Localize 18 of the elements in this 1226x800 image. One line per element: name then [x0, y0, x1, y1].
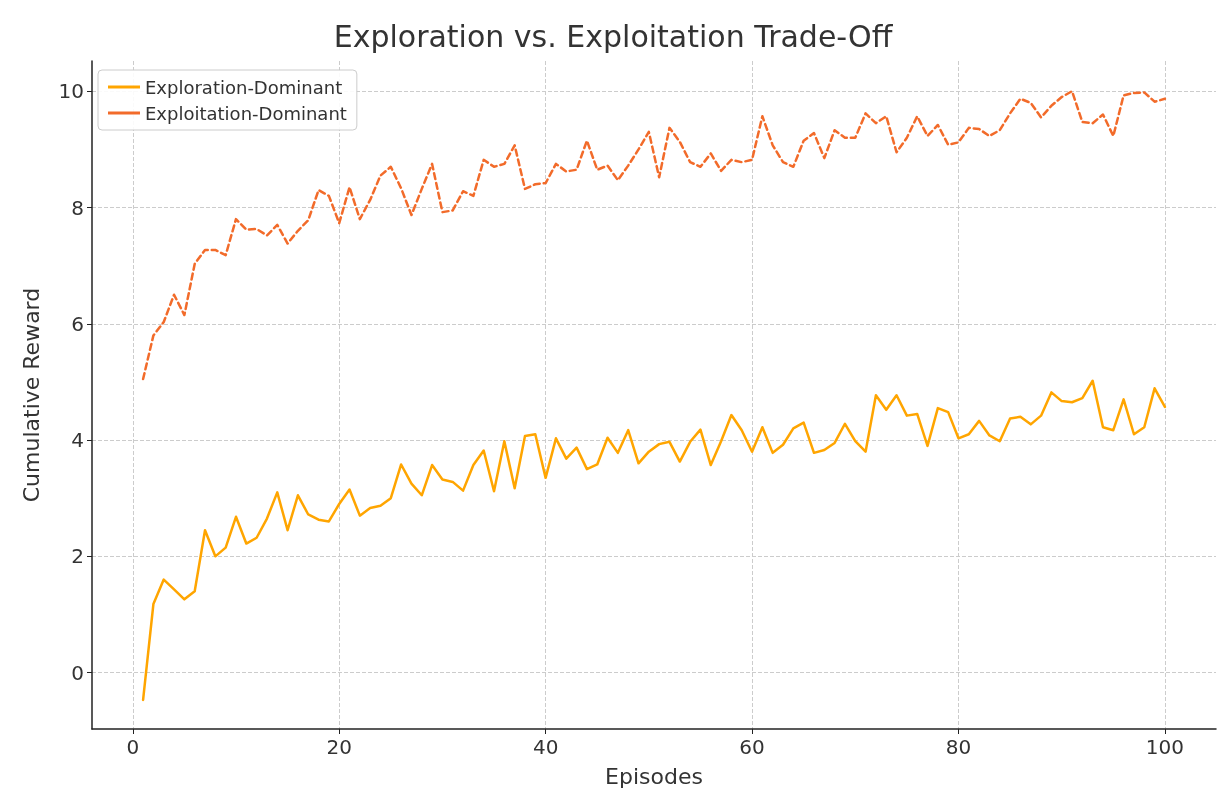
y-tick-label: 4: [71, 428, 84, 453]
x-tick-label: 60: [739, 735, 765, 759]
x-tick-label: 100: [1145, 735, 1184, 759]
x-axis-title: Episodes: [605, 763, 703, 789]
x-tick-label: 40: [532, 735, 559, 759]
y-tick-label: 2: [71, 544, 84, 569]
chart-title: Exploration vs. Exploitation Trade-Off: [333, 18, 894, 54]
y-tick-label: 8: [71, 195, 84, 220]
y-tick-label: 10: [58, 79, 84, 104]
x-tick-label: 20: [326, 735, 352, 759]
x-tick-label: 0: [126, 735, 140, 759]
y-tick-label: 0: [71, 660, 84, 685]
legend-label: Exploration-Dominant: [145, 76, 343, 98]
y-axis-title: Cumulative Reward: [18, 287, 44, 503]
y-tick-label: 6: [71, 311, 84, 336]
line-series: [141, 379, 1167, 702]
legend-label: Exploitation-Dominant: [145, 102, 347, 124]
x-tick-label: 80: [945, 735, 972, 759]
